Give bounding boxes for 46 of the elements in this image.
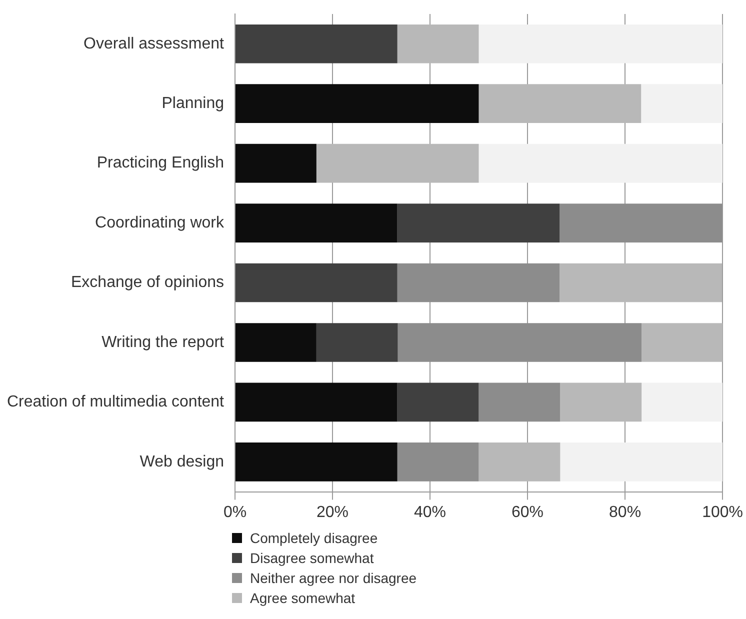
bar bbox=[560, 442, 723, 482]
bar bbox=[478, 24, 723, 64]
bar bbox=[236, 84, 479, 123]
bar bbox=[316, 323, 398, 362]
bar bbox=[478, 382, 560, 422]
x-tick-label: 40% bbox=[414, 504, 446, 521]
y-tick-label: Planning bbox=[162, 94, 224, 112]
y-tick-label: Overall assessment bbox=[84, 35, 225, 52]
bar bbox=[236, 24, 398, 64]
x-tick-label: 60% bbox=[512, 504, 544, 521]
y-tick-label: Creation of multimedia content bbox=[7, 394, 225, 411]
y-tick-label: Coordinating work bbox=[95, 214, 225, 232]
bar bbox=[397, 24, 479, 64]
bar bbox=[236, 442, 398, 482]
bar bbox=[316, 144, 479, 183]
bar bbox=[236, 263, 398, 302]
x-tick-label: 0% bbox=[223, 504, 247, 521]
x-tick-label: 100% bbox=[702, 504, 743, 521]
legend-label: Disagree somewhat bbox=[250, 550, 374, 566]
x-tick-label: 80% bbox=[609, 504, 642, 521]
y-tick-label: Exchange of opinions bbox=[71, 274, 224, 292]
bar bbox=[478, 144, 723, 183]
legend-label: Neither agree nor disagree bbox=[250, 570, 417, 586]
bar bbox=[398, 323, 642, 362]
bar bbox=[641, 84, 723, 123]
bar bbox=[560, 204, 722, 242]
x-tick-label: 20% bbox=[316, 504, 349, 521]
bar bbox=[560, 263, 722, 302]
bar bbox=[397, 204, 560, 242]
legend-label: Agree somewhat bbox=[250, 590, 356, 606]
y-tick-label: Writing the report bbox=[102, 334, 225, 351]
bar bbox=[397, 382, 479, 422]
bar bbox=[642, 382, 723, 422]
y-tick-label: Practicing English bbox=[96, 154, 224, 172]
bar bbox=[478, 442, 560, 482]
bar bbox=[236, 323, 316, 362]
bar bbox=[236, 144, 316, 183]
bar bbox=[397, 442, 479, 482]
legend-label: Completely disagree bbox=[250, 530, 378, 546]
y-tick-label: Web design bbox=[140, 453, 224, 470]
bar bbox=[236, 382, 398, 422]
bar bbox=[397, 263, 560, 302]
bar bbox=[478, 84, 642, 123]
bar bbox=[236, 204, 398, 242]
bar bbox=[560, 382, 642, 422]
bar bbox=[642, 323, 723, 362]
